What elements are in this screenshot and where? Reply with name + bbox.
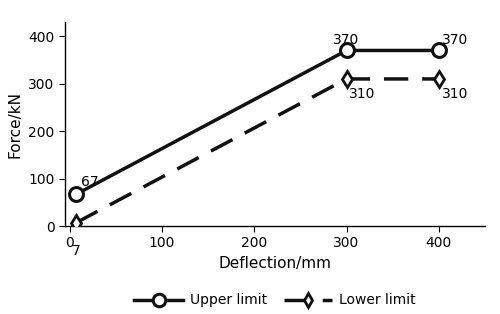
Legend: Upper limit, Lower limit: Upper limit, Lower limit	[128, 288, 422, 313]
X-axis label: Deflection/mm: Deflection/mm	[218, 256, 332, 271]
Text: 370: 370	[442, 33, 468, 47]
Text: 310: 310	[350, 88, 376, 101]
Y-axis label: Force/kN: Force/kN	[8, 90, 22, 158]
Text: 7: 7	[72, 244, 80, 258]
Text: 310: 310	[442, 88, 468, 101]
Text: 67: 67	[80, 175, 98, 189]
Text: 370: 370	[332, 33, 359, 47]
